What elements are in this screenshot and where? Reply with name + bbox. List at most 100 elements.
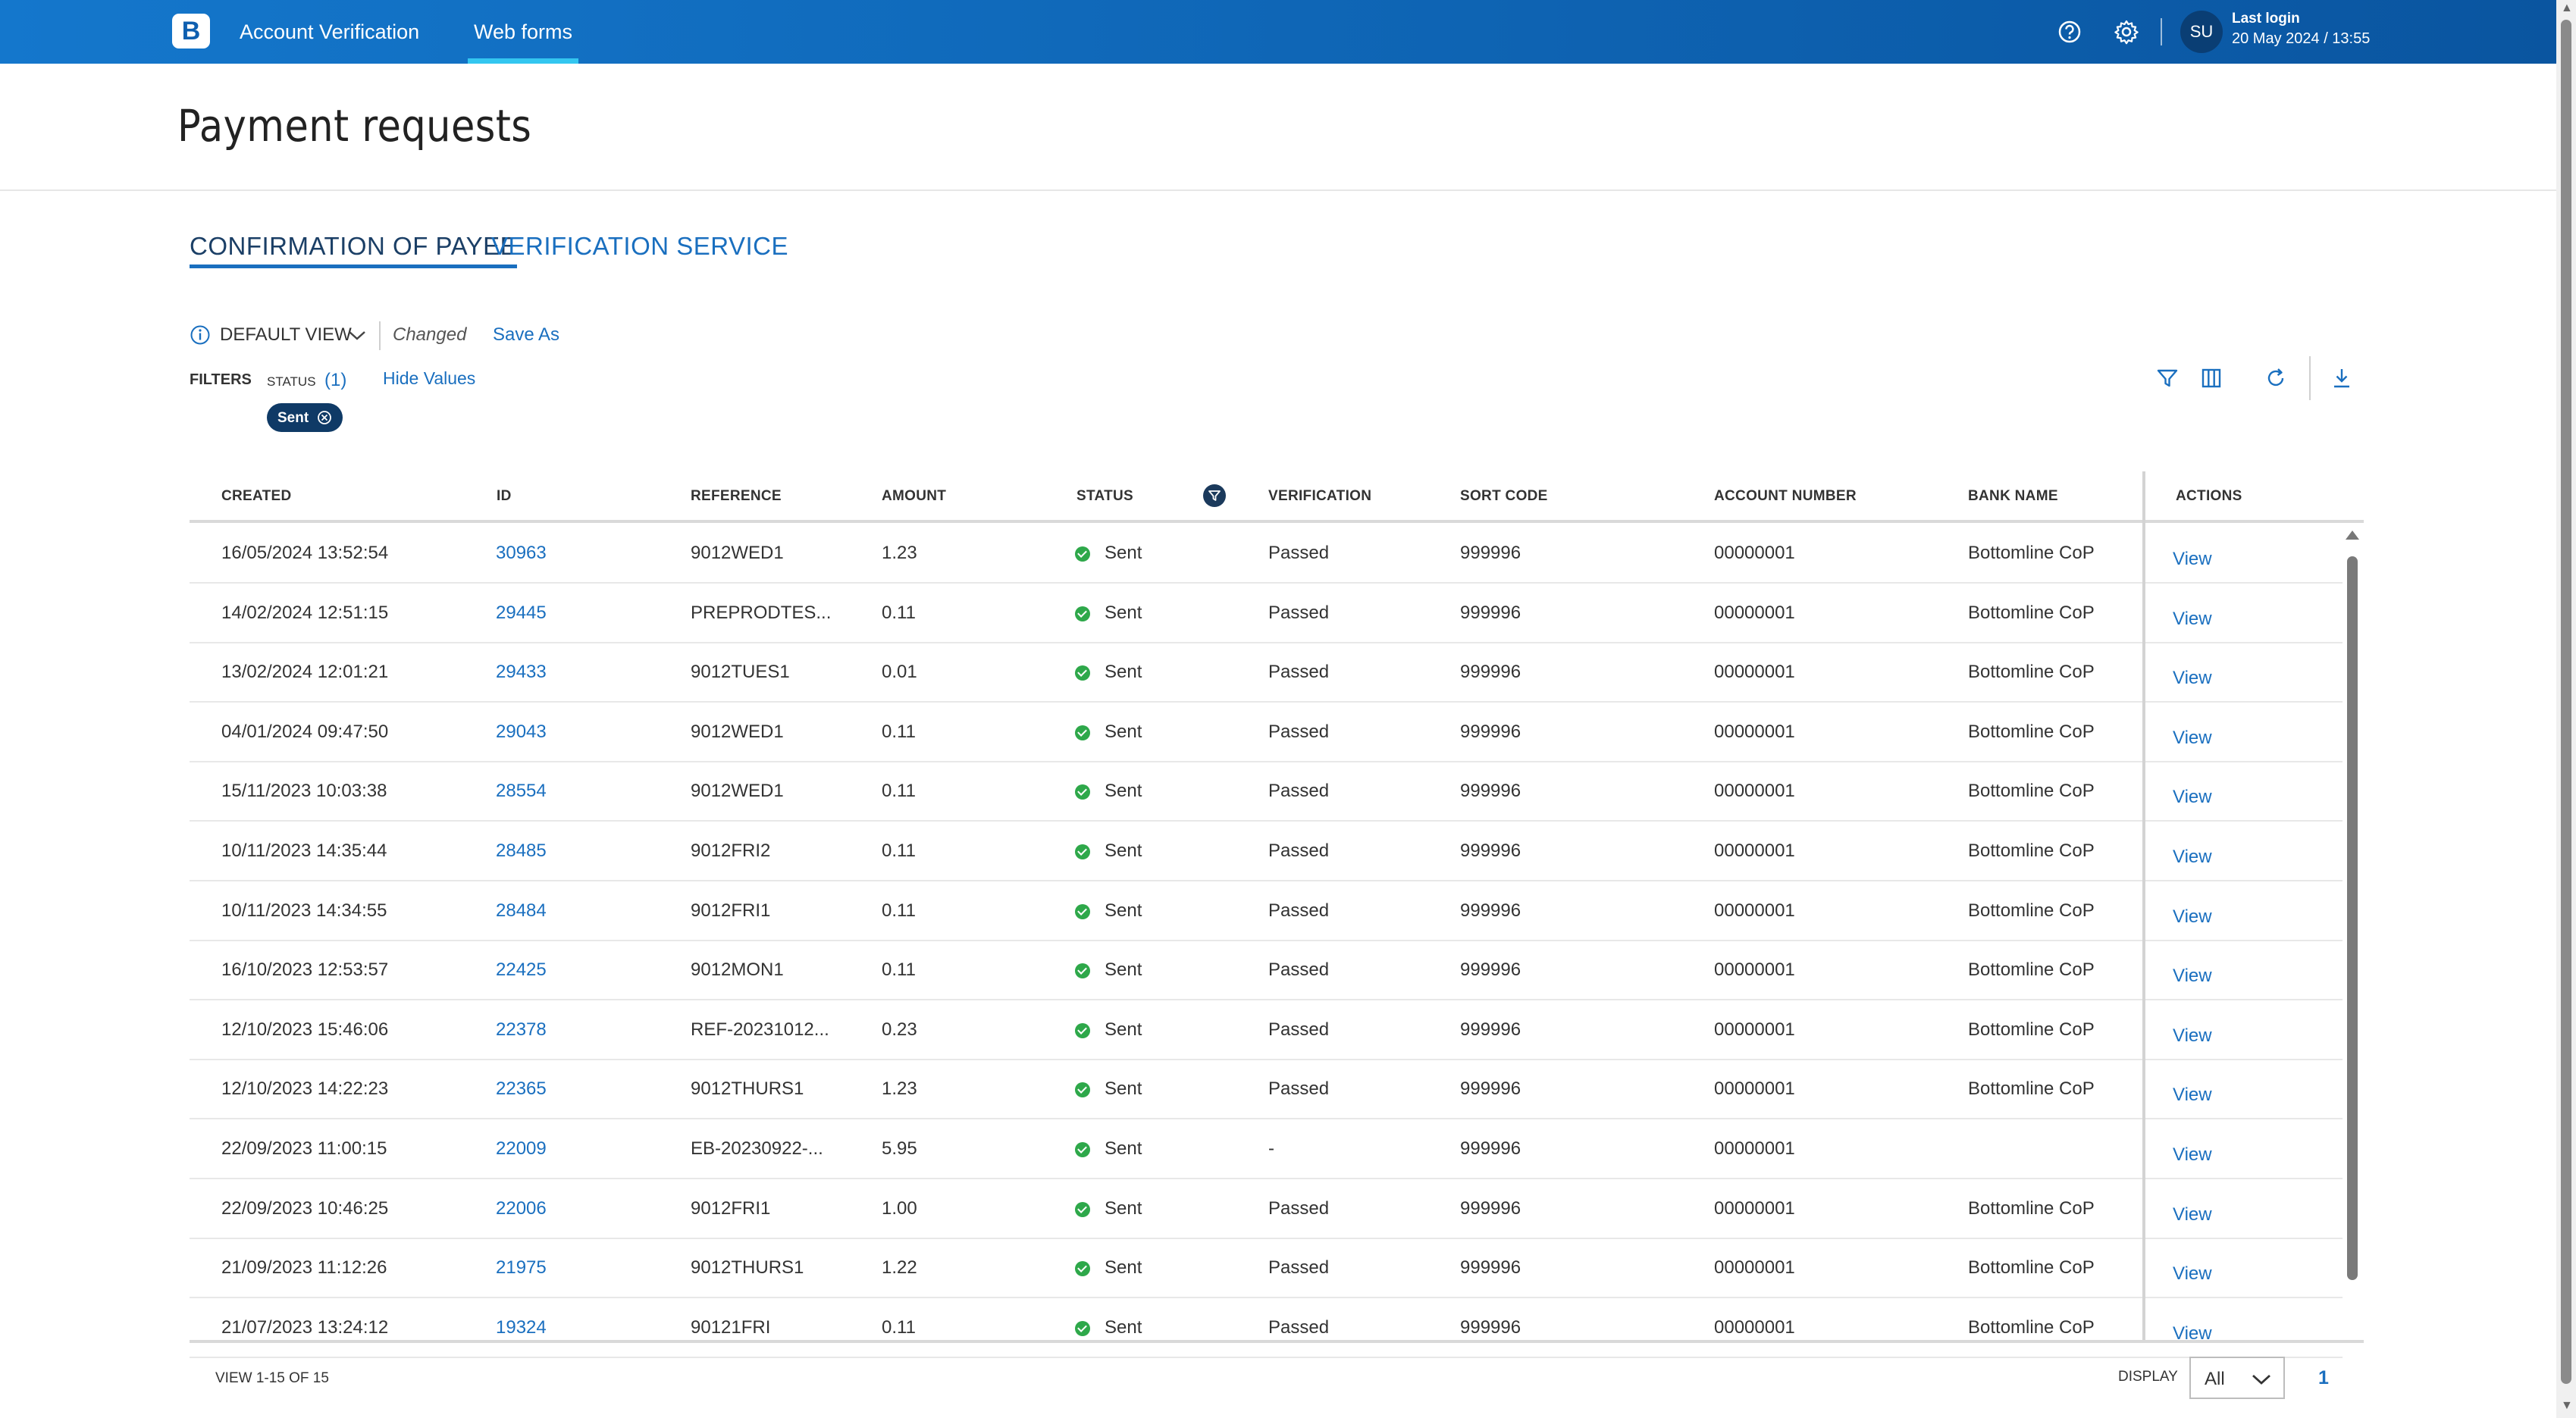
view-link[interactable]: View <box>2173 727 2212 748</box>
page-scrollbar[interactable]: ▲ ▼ <box>2556 0 2576 1418</box>
cell-id-link[interactable]: 22425 <box>496 959 547 981</box>
table-row[interactable]: 10/11/2023 14:34:55 28484 9012FRI1 0.11 Sent… <box>190 882 2343 941</box>
table-header-border <box>190 520 2364 523</box>
cell-id-link[interactable]: 22009 <box>496 1138 547 1159</box>
table-row[interactable]: 22/09/2023 10:46:25 22006 9012FRI1 1.00 Sent… <box>190 1180 2343 1239</box>
info-icon[interactable] <box>190 324 211 346</box>
view-link[interactable]: View <box>2173 966 2212 987</box>
cell-reference: EB-20230922-... <box>691 1138 823 1159</box>
cell-amount: 0.11 <box>882 781 916 802</box>
check-circle-icon <box>1075 1082 1090 1098</box>
cell-status: Sent <box>1105 1197 1142 1219</box>
column-header-amount[interactable]: AMOUNT <box>882 488 947 504</box>
tab-confirmation-of-payee[interactable]: CONFIRMATION OF PAYEE <box>190 232 518 268</box>
cell-id-link[interactable]: 29445 <box>496 602 547 623</box>
scroll-up-icon[interactable]: ▲ <box>2561 2 2573 14</box>
download-icon[interactable] <box>2329 365 2355 391</box>
chevron-down-icon[interactable] <box>347 327 367 343</box>
view-link[interactable]: View <box>2173 1025 2212 1046</box>
display-select[interactable]: All <box>2189 1357 2285 1399</box>
columns-icon[interactable] <box>2198 365 2224 391</box>
table-row[interactable]: 13/02/2024 12:01:21 29433 9012TUES1 0.01 Sen… <box>190 643 2343 703</box>
app-logo[interactable]: B <box>172 14 210 49</box>
view-link[interactable]: View <box>2173 1085 2212 1106</box>
table-row[interactable]: 12/10/2023 14:22:23 22365 9012THURS1 1.23 Se… <box>190 1060 2343 1120</box>
table-scroll-up-icon[interactable] <box>2346 531 2359 540</box>
check-circle-icon <box>1075 1201 1090 1217</box>
hide-values-link[interactable]: Hide Values <box>383 368 476 388</box>
view-link[interactable]: View <box>2173 549 2212 569</box>
cell-id-link[interactable]: 28485 <box>496 840 547 861</box>
view-link[interactable]: View <box>2173 906 2212 927</box>
view-link[interactable]: View <box>2173 847 2212 867</box>
table-row[interactable]: 22/09/2023 11:00:15 22009 EB-20230922-... 5… <box>190 1120 2343 1179</box>
help-icon[interactable] <box>2056 18 2083 45</box>
view-link[interactable]: View <box>2173 1144 2212 1165</box>
cell-bank-name: Bottomline CoP <box>1968 840 2095 861</box>
page-number[interactable]: 1 <box>2318 1367 2329 1388</box>
status-filter-label: STATUS <box>267 374 316 389</box>
view-selector[interactable]: DEFAULT VIEW <box>220 324 352 345</box>
filter-icon[interactable] <box>2155 365 2180 391</box>
cell-id-link[interactable]: 29433 <box>496 662 547 683</box>
nav-web-forms[interactable]: Web forms <box>467 0 579 64</box>
status-filter-count[interactable]: (1) <box>324 370 347 390</box>
cell-id-link[interactable]: 22365 <box>496 1078 547 1100</box>
filter-chip-sent[interactable]: Sent <box>267 403 343 432</box>
cell-amount: 1.23 <box>882 1078 917 1100</box>
table-row[interactable]: 16/10/2023 12:53:57 22425 9012MON1 0.11 Sent… <box>190 941 2343 1001</box>
cell-id-link[interactable]: 30963 <box>496 543 547 563</box>
cell-id-link[interactable]: 28554 <box>496 781 547 802</box>
table-row[interactable]: 14/02/2024 12:51:15 29445 PREPRODTES... 0.1… <box>190 584 2343 643</box>
view-link[interactable]: View <box>2173 608 2212 629</box>
view-link[interactable]: View <box>2173 668 2212 689</box>
column-filter-icon[interactable] <box>1202 484 1227 508</box>
gear-icon[interactable] <box>2113 18 2140 45</box>
cell-id-link[interactable]: 19324 <box>496 1316 547 1338</box>
cell-sort-code: 999996 <box>1460 1078 1521 1100</box>
table-row[interactable]: 21/07/2023 13:24:12 19324 90121FRI 0.11 Sent… <box>190 1299 2343 1358</box>
column-header-verification[interactable]: VERIFICATION <box>1268 488 1372 504</box>
refresh-icon[interactable] <box>2263 365 2289 391</box>
cell-reference: 9012WED1 <box>691 543 784 563</box>
cell-account-number: 00000001 <box>1714 1078 1795 1100</box>
view-link[interactable]: View <box>2173 1263 2212 1285</box>
page-scrollbar-thumb[interactable] <box>2561 20 2571 1384</box>
cell-reference: 90121FRI <box>691 1316 771 1338</box>
cell-id-link[interactable]: 28484 <box>496 900 547 921</box>
column-header-reference[interactable]: REFERENCE <box>691 488 782 504</box>
save-as-link[interactable]: Save As <box>493 324 560 345</box>
cell-id-link[interactable]: 22378 <box>496 1019 547 1040</box>
cell-verification: Passed <box>1268 959 1330 981</box>
table-row[interactable]: 21/09/2023 11:12:26 21975 9012THURS1 1.22 Se… <box>190 1239 2343 1299</box>
cell-amount: 1.22 <box>882 1257 917 1279</box>
table-row[interactable]: 12/10/2023 15:46:06 22378 REF-20231012... 0… <box>190 1001 2343 1060</box>
view-link[interactable]: View <box>2173 1204 2212 1225</box>
table-row[interactable]: 15/11/2023 10:03:38 28554 9012WED1 0.11 Sent… <box>190 762 2343 822</box>
cell-bank-name: Bottomline CoP <box>1968 1197 2095 1219</box>
table-scrollbar[interactable] <box>2343 531 2364 1343</box>
column-header-account-number[interactable]: ACCOUNT NUMBER <box>1714 488 1857 504</box>
column-header-sort-code[interactable]: SORT CODE <box>1460 488 1548 504</box>
column-header-created[interactable]: CREATED <box>221 488 292 504</box>
scroll-down-icon[interactable]: ▼ <box>2561 1399 2573 1412</box>
column-header-status[interactable]: STATUS <box>1076 488 1133 504</box>
close-circle-icon[interactable] <box>317 410 332 425</box>
toolbar-divider <box>2309 356 2311 400</box>
cell-status: Sent <box>1105 840 1142 861</box>
column-header-id[interactable]: ID <box>497 488 512 504</box>
table-row[interactable]: 16/05/2024 13:52:54 30963 9012WED1 1.23 Sent… <box>190 524 2343 584</box>
column-header-bank-name[interactable]: BANK NAME <box>1968 488 2058 504</box>
table-row[interactable]: 10/11/2023 14:35:44 28485 9012FRI2 0.11 Sent… <box>190 822 2343 881</box>
cell-id-link[interactable]: 29043 <box>496 721 547 742</box>
cell-id-link[interactable]: 22006 <box>496 1197 547 1219</box>
table-scrollbar-thumb[interactable] <box>2347 556 2358 1280</box>
nav-account-verification[interactable]: Account Verification <box>240 20 420 43</box>
table-row[interactable]: 04/01/2024 09:47:50 29043 9012WED1 0.11 Sent… <box>190 703 2343 762</box>
cell-id-link[interactable]: 21975 <box>496 1257 547 1279</box>
tab-verification-service[interactable]: VERIFICATION SERVICE <box>491 232 789 260</box>
user-avatar[interactable]: SU <box>2180 11 2223 53</box>
cell-status: Sent <box>1105 602 1142 623</box>
view-link[interactable]: View <box>2173 787 2212 808</box>
cell-sort-code: 999996 <box>1460 721 1521 742</box>
